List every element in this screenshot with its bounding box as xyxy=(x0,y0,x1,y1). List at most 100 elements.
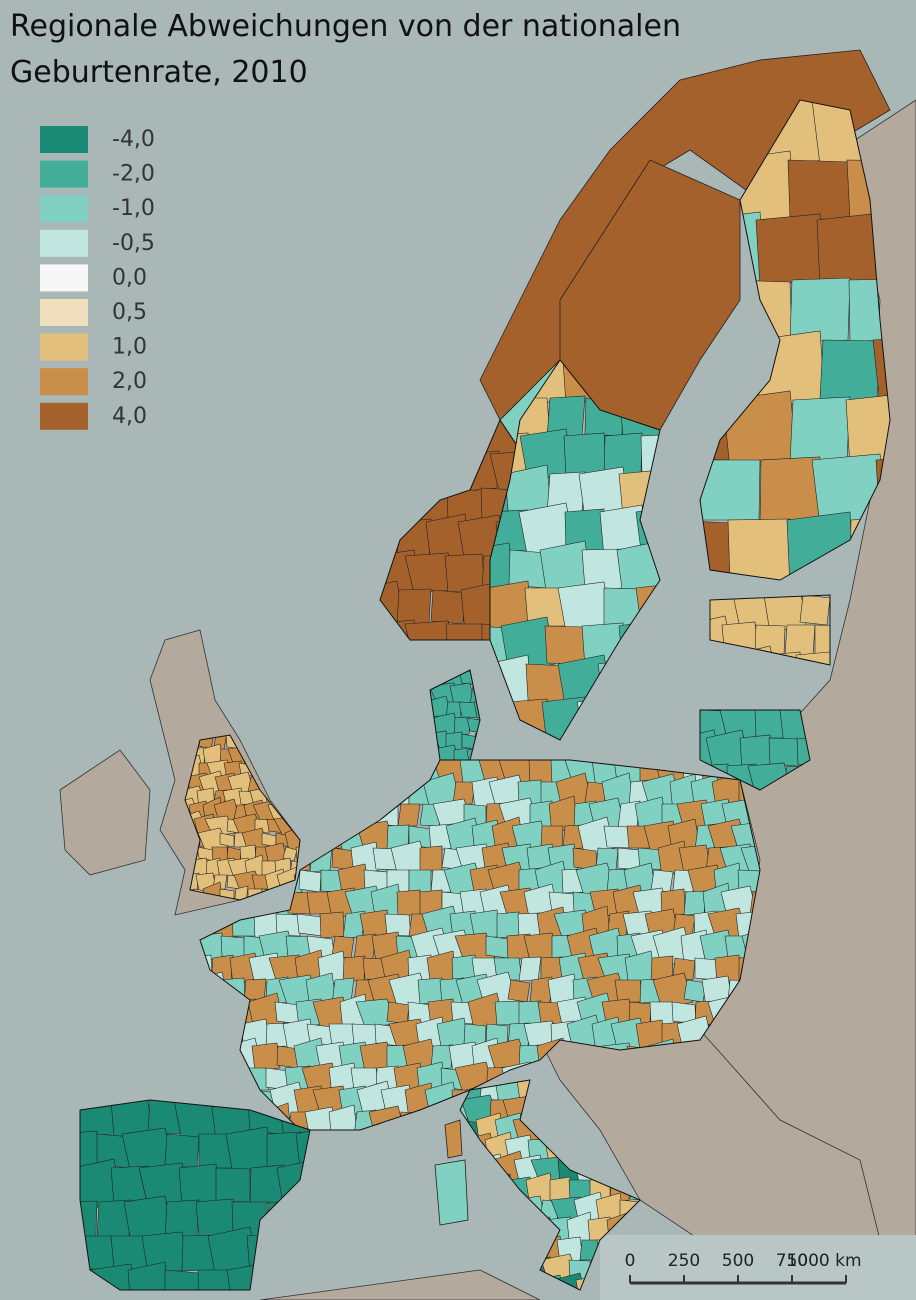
legend-label: 0,5 xyxy=(112,300,147,325)
region xyxy=(469,682,480,706)
region xyxy=(494,1000,522,1026)
region xyxy=(652,972,694,1010)
region xyxy=(462,1175,498,1205)
region xyxy=(397,803,421,827)
region xyxy=(444,1119,463,1159)
legend: -4,0 -2,0 -1,0 -0,5 0,0 0,5 1,0 2,0 4,0 xyxy=(40,126,155,430)
region xyxy=(784,624,816,656)
region xyxy=(603,587,643,627)
region xyxy=(477,670,480,687)
region xyxy=(576,698,632,740)
region xyxy=(404,620,458,640)
region xyxy=(380,487,415,523)
region xyxy=(787,159,853,221)
legend-swatch xyxy=(40,333,88,361)
region xyxy=(215,1167,251,1203)
region xyxy=(397,1111,421,1130)
region xyxy=(298,781,322,805)
region xyxy=(434,1159,469,1226)
region xyxy=(328,1104,358,1130)
region xyxy=(278,782,300,814)
region xyxy=(264,756,288,784)
region xyxy=(305,760,337,788)
region xyxy=(258,741,280,771)
legend-label: -4,0 xyxy=(112,127,155,152)
region xyxy=(786,511,854,580)
region xyxy=(430,589,466,625)
region xyxy=(289,801,300,823)
region xyxy=(552,1113,588,1147)
region xyxy=(419,845,443,873)
region xyxy=(347,760,383,789)
region xyxy=(313,778,351,808)
map-title: Regionale Abweichungen von der nationale… xyxy=(10,9,681,90)
region xyxy=(544,1104,582,1130)
region xyxy=(333,774,375,812)
region xyxy=(287,760,311,784)
region xyxy=(542,1091,578,1129)
region xyxy=(127,1261,169,1290)
region xyxy=(759,456,821,524)
region xyxy=(392,446,436,496)
region xyxy=(207,999,237,1027)
legend-label: -1,0 xyxy=(112,196,155,221)
region xyxy=(529,976,553,1006)
region xyxy=(497,1238,523,1262)
region xyxy=(298,869,322,893)
legend-swatch xyxy=(40,368,88,396)
legend-swatch xyxy=(40,126,88,153)
region xyxy=(541,696,591,740)
legend-swatch xyxy=(40,299,88,326)
region xyxy=(260,760,294,792)
region xyxy=(200,1042,212,1072)
scale-label: 250 xyxy=(668,1251,700,1271)
region xyxy=(799,595,830,626)
region xyxy=(563,432,607,478)
region xyxy=(507,698,549,740)
region xyxy=(622,701,660,740)
region xyxy=(396,588,432,626)
region-outline xyxy=(79,1099,311,1291)
region xyxy=(443,420,487,458)
region xyxy=(282,1233,310,1273)
region xyxy=(246,735,278,758)
region xyxy=(496,911,520,939)
region xyxy=(618,618,660,672)
region-outline xyxy=(184,734,301,901)
region xyxy=(526,1064,556,1094)
region xyxy=(395,760,423,783)
region xyxy=(271,776,305,810)
region xyxy=(411,420,451,455)
region xyxy=(291,756,300,784)
region xyxy=(469,1219,491,1241)
region xyxy=(303,795,339,835)
region xyxy=(518,956,542,982)
legend-label: 0,0 xyxy=(112,265,147,290)
region xyxy=(539,1118,561,1142)
region xyxy=(292,814,300,838)
region xyxy=(226,1262,274,1290)
region xyxy=(819,339,881,401)
region xyxy=(353,933,377,961)
region-outline xyxy=(709,594,831,666)
scale-box xyxy=(600,1235,916,1300)
legend-label: 4,0 xyxy=(112,404,147,429)
region xyxy=(872,334,890,406)
land-ireland xyxy=(59,749,151,876)
region xyxy=(722,390,798,470)
region xyxy=(476,1235,504,1265)
region-outline xyxy=(429,669,481,761)
region xyxy=(445,623,485,640)
region-group xyxy=(430,670,480,760)
region xyxy=(640,433,660,477)
region xyxy=(575,1275,605,1290)
region xyxy=(474,725,480,759)
legend-swatch xyxy=(40,264,88,292)
region xyxy=(289,735,300,757)
region xyxy=(814,624,830,656)
region xyxy=(460,1230,485,1270)
region xyxy=(200,1019,228,1051)
region xyxy=(710,645,748,665)
